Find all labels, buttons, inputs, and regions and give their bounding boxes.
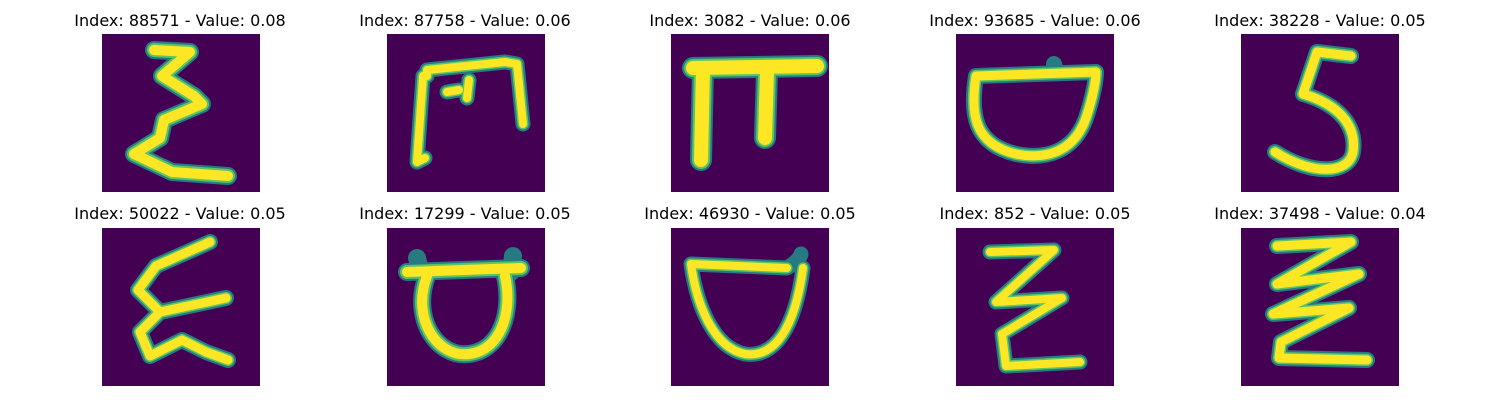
glyph-image-5 [1241, 34, 1399, 192]
glyph-image-2 [387, 34, 545, 192]
panel-caption-4: Index: 93685 - Value: 0.06 [929, 11, 1141, 30]
glyph-image-1 [102, 34, 260, 192]
panel-caption-9: Index: 852 - Value: 0.05 [939, 204, 1131, 223]
panel-caption-5: Index: 38228 - Value: 0.05 [1214, 11, 1426, 30]
panel-caption-3: Index: 3082 - Value: 0.06 [649, 11, 851, 30]
glyph-image-8 [671, 228, 829, 386]
panel-caption-10: Index: 37498 - Value: 0.04 [1214, 204, 1426, 223]
glyph-image-7 [387, 228, 545, 386]
glyph-image-6 [102, 228, 260, 386]
panel-caption-6: Index: 50022 - Value: 0.05 [74, 204, 286, 223]
panel-caption-7: Index: 17299 - Value: 0.05 [359, 204, 571, 223]
panel-caption-8: Index: 46930 - Value: 0.05 [644, 204, 856, 223]
panel-caption-2: Index: 87758 - Value: 0.06 [359, 11, 571, 30]
glyph-image-3 [671, 34, 829, 192]
panel-caption-1: Index: 88571 - Value: 0.08 [74, 11, 286, 30]
glyph-image-9 [956, 228, 1114, 386]
glyph-image-4 [956, 34, 1114, 192]
glyph-image-10 [1241, 228, 1399, 386]
